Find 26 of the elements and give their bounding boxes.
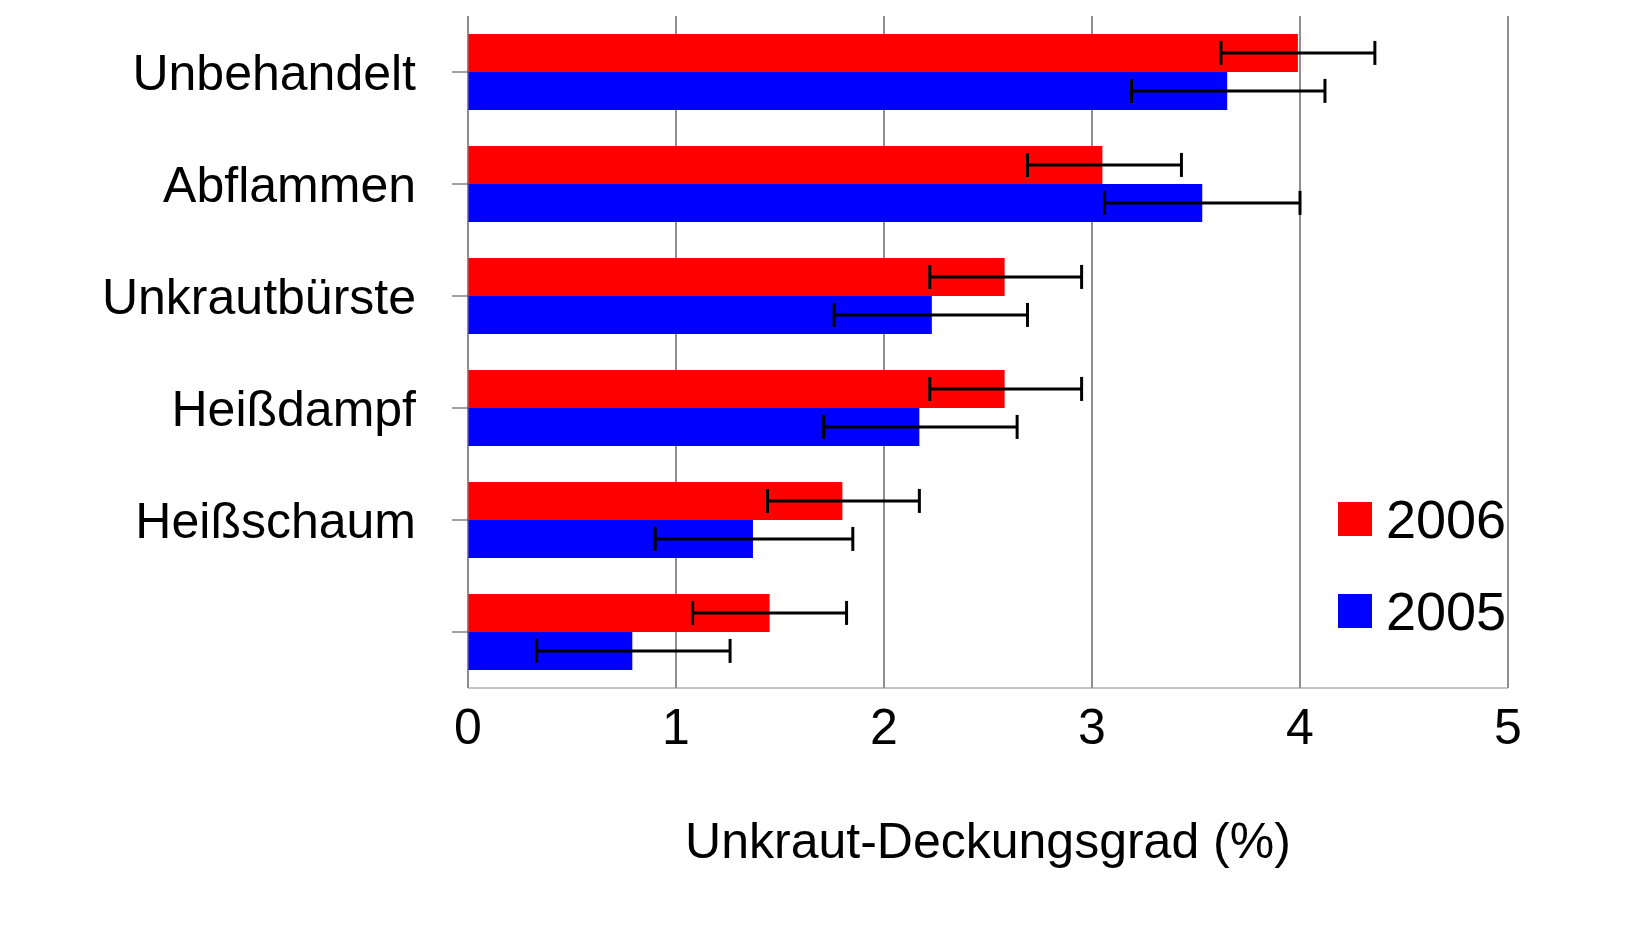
legend-label: 2006 — [1386, 488, 1507, 550]
y-tick-label: Unkrautbürste — [101, 268, 416, 325]
bar — [468, 183, 1203, 222]
bar — [468, 407, 920, 446]
bar — [468, 33, 1298, 72]
y-tick-label: Abflammen — [163, 156, 416, 213]
bar — [468, 631, 633, 670]
bar — [468, 593, 770, 632]
x-tick-label: 4 — [1286, 698, 1314, 755]
x-tick-label: 5 — [1494, 698, 1522, 755]
bar — [468, 71, 1228, 110]
legend-label: 2005 — [1386, 580, 1507, 642]
bar — [468, 257, 1005, 296]
bar — [468, 481, 843, 520]
x-axis-title: Unkraut-Deckungsgrad (%) — [685, 813, 1291, 869]
x-tick-label: 1 — [662, 698, 690, 755]
x-tick-label: 0 — [454, 698, 482, 755]
x-tick-label: 2 — [870, 698, 898, 755]
bar — [468, 369, 1005, 408]
bar — [468, 519, 753, 558]
x-tick-label: 3 — [1078, 698, 1106, 755]
y-tick-label: Unbehandelt — [132, 44, 417, 101]
y-tick-label: Heißdampf — [171, 380, 417, 437]
bar — [468, 145, 1103, 184]
y-tick-label: Heißschaum — [135, 492, 416, 549]
bar — [468, 295, 932, 334]
